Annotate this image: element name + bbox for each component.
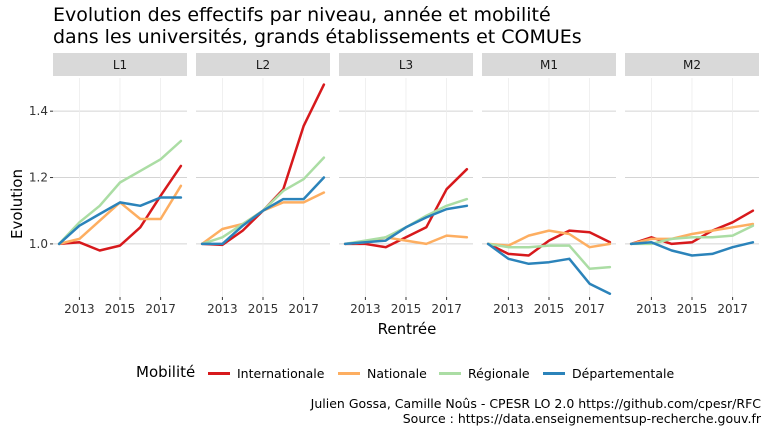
x-tick-label: 2015: [677, 302, 708, 316]
legend-swatch: [208, 372, 230, 375]
series-line-m1-départementale: [486, 242, 612, 295]
x-tick-label: 2013: [207, 302, 238, 316]
x-tick-label: 2017: [717, 302, 748, 316]
x-tick-label: 2017: [431, 302, 462, 316]
x-tick-label: 2017: [574, 302, 605, 316]
series-line-m1-régionale: [486, 242, 612, 271]
series-line-l3-départementale: [343, 204, 469, 246]
x-tick-label: 2017: [288, 302, 319, 316]
x-tick-label: 2015: [105, 302, 136, 316]
series-line-l3-internationale: [343, 167, 469, 249]
y-tick-label: 1.0: [29, 237, 48, 251]
facet-label: L3: [399, 58, 413, 72]
x-axis-title: Rentrée: [377, 320, 437, 338]
legend-item-regionale: Régionale: [439, 366, 530, 381]
x-tick-label: 2015: [391, 302, 422, 316]
facet-label: L1: [113, 58, 127, 72]
caption-source: Source : https://data.enseignementsup-re…: [402, 411, 761, 426]
legend-swatch: [543, 372, 565, 375]
series-line-m1-internationale: [486, 229, 612, 257]
facet-strip: [339, 53, 473, 76]
x-tick-label: 2013: [493, 302, 524, 316]
legend-label: Départementale: [572, 366, 675, 381]
legend-swatch: [439, 372, 461, 375]
chart-title-line-1: Evolution des effectifs par niveau, anné…: [53, 4, 551, 26]
legend-label: Internationale: [237, 366, 325, 381]
series-line-l1-régionale: [57, 139, 183, 246]
y-tick-label: 1.2: [29, 171, 48, 185]
facet-label: M1: [540, 58, 558, 72]
facet-label: M2: [683, 58, 701, 72]
legend-label: Nationale: [367, 366, 427, 381]
facet-label: L2: [256, 58, 270, 72]
x-tick-label: 2013: [64, 302, 95, 316]
series-line-m1-nationale: [486, 229, 612, 249]
chart-title-line-2: dans les universités, grands établisseme…: [53, 26, 582, 48]
legend: Mobilité Internationale Nationale Région…: [0, 362, 768, 384]
legend-item-departementale: Départementale: [543, 366, 674, 381]
series-line-l1-départementale: [57, 196, 183, 246]
facet-strip: [482, 53, 616, 76]
x-tick-label: 2015: [248, 302, 279, 316]
legend-label: Régionale: [468, 366, 530, 381]
x-tick-label: 2015: [534, 302, 565, 316]
x-tick-label: 2013: [636, 302, 667, 316]
x-tick-label: 2013: [350, 302, 381, 316]
series-line-l1-internationale: [57, 164, 183, 252]
y-axis-title: Evolution: [8, 169, 26, 239]
caption-credits: Julien Gossa, Camille Noûs - CPESR LO 2.…: [310, 396, 761, 411]
legend-item-nationale: Nationale: [338, 366, 427, 381]
series-line-m2-régionale: [629, 224, 755, 246]
facet-strip: [53, 53, 187, 76]
series-line-l2-départementale: [200, 176, 326, 246]
legend-item-internationale: Internationale: [208, 366, 324, 381]
legend-swatch: [338, 372, 360, 375]
series-line-m2-départementale: [629, 241, 755, 257]
facet-strip: [196, 53, 330, 76]
legend-title: Mobilité: [136, 363, 196, 381]
series-line-m2-internationale: [629, 209, 755, 246]
y-tick-label: 1.4: [29, 104, 48, 118]
facet-strip: [625, 53, 759, 76]
series-line-m2-nationale: [629, 222, 755, 246]
x-tick-label: 2017: [145, 302, 176, 316]
